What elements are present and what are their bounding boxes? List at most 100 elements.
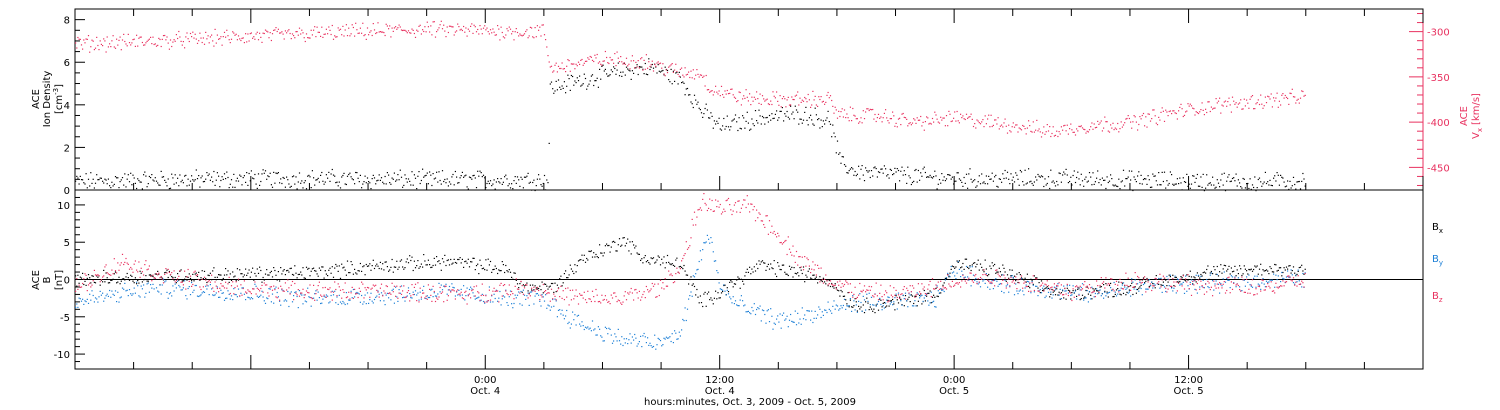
by-point bbox=[369, 299, 371, 301]
vx-point bbox=[943, 117, 945, 119]
by-point bbox=[831, 312, 833, 314]
ion-density-point bbox=[870, 170, 873, 172]
bz-point bbox=[790, 251, 792, 253]
vx-point bbox=[335, 36, 337, 38]
vx-point bbox=[361, 32, 363, 34]
bz-point bbox=[336, 295, 338, 297]
by-point bbox=[528, 304, 530, 306]
bx-point bbox=[267, 274, 269, 276]
vx-point bbox=[1202, 109, 1204, 111]
bx-point bbox=[1179, 281, 1181, 283]
by-point bbox=[151, 287, 153, 289]
ion-density-point bbox=[109, 185, 111, 187]
vx-point bbox=[1067, 133, 1069, 135]
ion-density-point bbox=[429, 171, 431, 173]
by-point bbox=[160, 293, 162, 295]
bx-point bbox=[616, 250, 618, 252]
vx-point bbox=[1099, 122, 1101, 124]
bz-point bbox=[491, 294, 493, 296]
by-point bbox=[885, 302, 887, 304]
ion-density-point bbox=[583, 73, 585, 75]
by-point bbox=[1151, 281, 1153, 283]
bx-point bbox=[236, 268, 238, 270]
bx-point bbox=[126, 272, 128, 275]
bx-point bbox=[104, 281, 106, 283]
bx-point bbox=[294, 265, 296, 267]
ion-density-point bbox=[344, 183, 346, 185]
bx-point bbox=[1108, 284, 1111, 287]
ion-density-point bbox=[624, 74, 626, 76]
bz-point bbox=[434, 300, 437, 303]
vx-point bbox=[1165, 109, 1167, 111]
by-point bbox=[923, 297, 925, 299]
ion-density-point bbox=[1236, 185, 1238, 187]
bx-point bbox=[375, 265, 377, 267]
ion-density-point bbox=[504, 176, 506, 178]
by-point bbox=[633, 339, 635, 341]
ion-density-point bbox=[656, 72, 658, 74]
ion-density-point bbox=[515, 182, 517, 184]
bz-point bbox=[582, 297, 584, 299]
vx-point bbox=[836, 117, 839, 119]
vx-point bbox=[967, 117, 969, 119]
by-point bbox=[256, 295, 258, 297]
ion-density-point bbox=[1038, 175, 1040, 177]
by-point bbox=[963, 276, 965, 279]
vx-point bbox=[587, 57, 589, 59]
bz-point bbox=[443, 301, 445, 303]
bx-point bbox=[865, 301, 867, 303]
ion-density-point bbox=[1158, 172, 1160, 174]
vx-point bbox=[1296, 99, 1298, 101]
bx-point bbox=[907, 298, 909, 300]
bx-point bbox=[821, 280, 823, 283]
bz-point bbox=[669, 274, 671, 276]
bx-point bbox=[233, 276, 235, 278]
bx-point bbox=[1215, 273, 1217, 275]
bx-point bbox=[1261, 274, 1263, 276]
vx-point bbox=[1130, 121, 1132, 123]
vx-point bbox=[969, 116, 971, 118]
by-point bbox=[835, 304, 837, 306]
bz-point bbox=[143, 274, 145, 276]
bx-point bbox=[181, 280, 183, 282]
ion-density-point bbox=[719, 128, 721, 130]
ion-density-point bbox=[359, 174, 361, 176]
by-point bbox=[406, 295, 408, 297]
by-point bbox=[1059, 288, 1061, 290]
bz-point bbox=[247, 289, 249, 291]
vx-point bbox=[913, 118, 915, 120]
ion-density-point bbox=[422, 168, 424, 170]
bx-point bbox=[671, 263, 673, 265]
bz-point bbox=[207, 281, 209, 283]
bz-point bbox=[430, 294, 432, 296]
bz-point bbox=[191, 285, 193, 287]
vx-point bbox=[637, 60, 639, 62]
by-point bbox=[168, 293, 170, 295]
bz-point bbox=[144, 264, 146, 266]
vx-point bbox=[826, 94, 828, 96]
ion-density-point bbox=[756, 120, 758, 122]
by-point bbox=[427, 296, 429, 299]
bx-point bbox=[776, 275, 778, 278]
ion-density-point bbox=[1237, 179, 1239, 181]
by-point bbox=[507, 304, 509, 306]
vx-point bbox=[1148, 113, 1150, 115]
vx-point bbox=[690, 70, 692, 72]
vx-point bbox=[214, 28, 216, 30]
by-point bbox=[1006, 284, 1009, 286]
vx-point bbox=[366, 27, 369, 29]
vx-point bbox=[955, 120, 957, 122]
bz-point bbox=[690, 237, 692, 239]
vx-point bbox=[393, 27, 395, 29]
vx-point bbox=[521, 35, 523, 37]
by-point bbox=[1214, 283, 1216, 285]
bz-point bbox=[293, 299, 295, 301]
bz-point bbox=[253, 288, 255, 290]
ion-density-point bbox=[1135, 181, 1137, 183]
ion-density-point bbox=[1017, 178, 1019, 180]
bz-point bbox=[243, 280, 245, 282]
bx-point bbox=[1175, 276, 1177, 278]
ion-density-point bbox=[678, 71, 680, 73]
bz-point bbox=[522, 293, 524, 295]
ion-density-point bbox=[766, 116, 768, 119]
